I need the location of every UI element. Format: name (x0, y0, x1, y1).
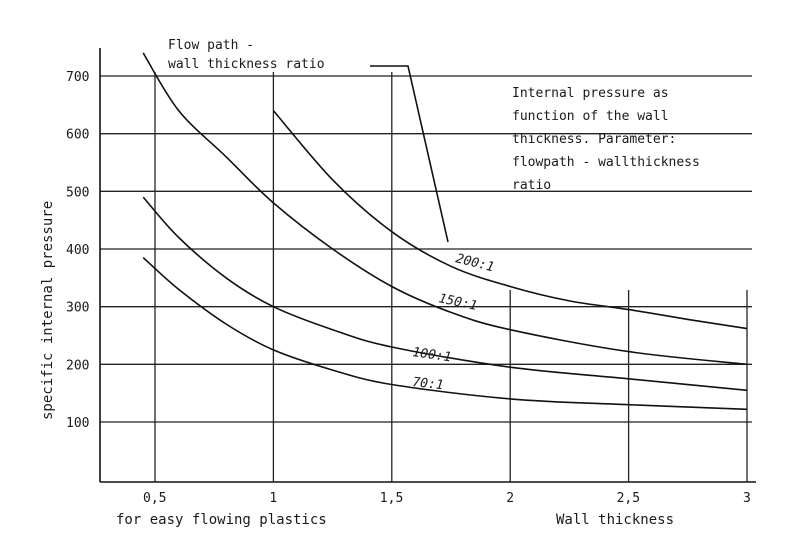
y-tick-label-500: 500 (66, 185, 89, 200)
x-tick-label-3: 3 (743, 491, 751, 506)
y-tick-label-700: 700 (66, 70, 89, 85)
annotation-line-2: function of the wall (512, 109, 669, 124)
series-line-100-1 (142, 196, 748, 392)
series-line-200-1 (272, 110, 748, 330)
x-tick-label-0_5: 0,5 (143, 491, 166, 506)
annotation-line-3: thickness. Parameter: (512, 132, 676, 147)
chart-tick-labels: 100 200 300 400 500 600 700 0,5 1 1,5 2 2,5 3 (66, 70, 751, 506)
y-axis-title: specific internal pressure (40, 201, 56, 420)
curve-label-70: 70:1 (412, 375, 445, 393)
curve-label-150: 150:1 (437, 291, 478, 314)
y-tick-label-400: 400 (66, 243, 89, 258)
chart-axes (99, 48, 756, 483)
chart-footnote: for easy flowing plastics (116, 512, 327, 528)
series-line-150-1 (142, 52, 748, 366)
curve-label-200: 200:1 (454, 251, 496, 275)
x-tick-label-2: 2 (506, 491, 514, 506)
x-tick-label-1: 1 (269, 491, 277, 506)
y-tick-label-600: 600 (66, 128, 89, 143)
legend-leader-line (370, 65, 449, 243)
annotation-line-4: flowpath - wallthickness (512, 155, 700, 170)
chart-curves (142, 52, 748, 411)
curve-label-100: 100:1 (411, 345, 452, 365)
annotation-line-5: ratio (512, 178, 551, 193)
x-axis-title: Wall thickness (556, 512, 674, 528)
y-tick-label-200: 200 (66, 358, 89, 373)
y-tick-label-300: 300 (66, 301, 89, 316)
legend-title-line-1: Flow path - (168, 38, 254, 53)
series-line-70-1 (142, 257, 748, 411)
annotation-line-1: Internal pressure as (512, 86, 669, 101)
y-tick-label-100: 100 (66, 416, 89, 431)
chart-grid (100, 72, 752, 482)
x-tick-label-1_5: 1,5 (380, 491, 403, 506)
x-tick-label-2_5: 2,5 (617, 491, 640, 506)
legend-title-line-2: wall thickness ratio (168, 57, 325, 72)
